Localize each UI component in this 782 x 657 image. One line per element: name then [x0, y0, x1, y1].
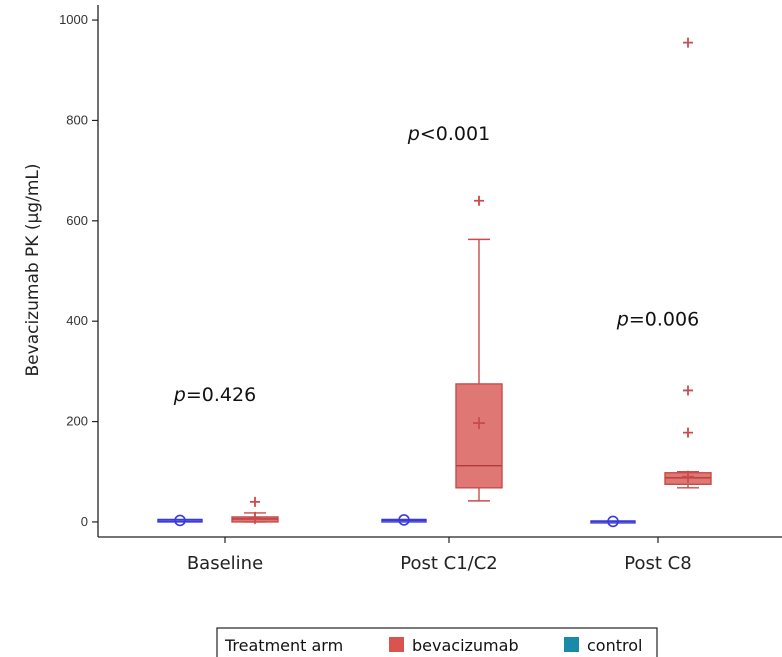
bevacizumab-outlier	[683, 37, 693, 48]
legend: Treatment arm bevacizumab control	[216, 627, 658, 657]
plot-area: 0 200 400 600 800 1000 Baseline Post C1/C2 Post …	[59, 5, 782, 574]
x-tick-label: Post C8	[624, 553, 691, 574]
legend-label-bevacizumab: bevacizumab	[412, 636, 519, 655]
legend-swatch-bevacizumab	[389, 637, 404, 652]
legend-title: Treatment arm	[224, 636, 343, 655]
bevacizumab-mean-marker	[473, 417, 485, 430]
x-tick-label: Baseline	[187, 553, 263, 574]
y-tick-label: 200	[66, 414, 88, 429]
y-tick-label: 400	[66, 313, 88, 328]
legend-frame	[216, 627, 658, 657]
y-tick-label: 1000	[59, 12, 88, 27]
control-mean-marker	[174, 514, 186, 527]
x-tick-label: Post C1/C2	[400, 553, 498, 574]
bevacizumab-box	[455, 383, 503, 489]
y-tick-label: 0	[81, 514, 88, 529]
control-mean-marker	[607, 515, 619, 528]
bevacizumab-outlier	[474, 195, 484, 206]
y-tick-label: 600	[66, 213, 88, 228]
bevacizumab-mean-marker	[249, 511, 261, 524]
legend-swatch-control	[564, 637, 579, 652]
legend-label-control: control	[587, 636, 642, 655]
bevacizumab-outlier	[250, 496, 260, 507]
y-tick-label: 800	[66, 112, 88, 127]
p-value-annotation: p<0.001	[407, 123, 490, 145]
y-axis-label: Bevacizumab PK (µg/mL)	[23, 164, 43, 377]
p-value-annotation: p=0.006	[616, 309, 699, 331]
control-mean-marker	[398, 514, 410, 526]
p-value-annotation: p=0.426	[173, 384, 256, 406]
bevacizumab-outlier	[683, 385, 693, 396]
bevacizumab-outlier	[683, 427, 693, 438]
bevacizumab-mean-marker	[682, 470, 694, 483]
